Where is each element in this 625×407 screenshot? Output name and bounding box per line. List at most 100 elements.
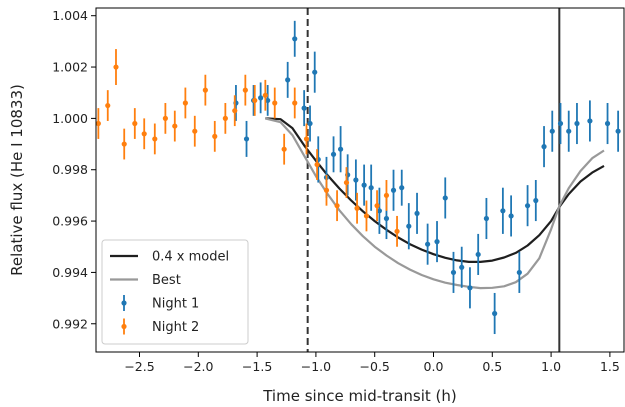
- data-point-night-2: [394, 228, 400, 234]
- data-point-night-2: [172, 123, 178, 129]
- data-point-night-2: [363, 213, 370, 219]
- data-point-night-2: [343, 179, 350, 186]
- legend-swatch-night-1: [121, 300, 127, 306]
- plot-frame: [95, 7, 625, 353]
- data-point-night-1: [508, 213, 514, 219]
- data-point-night-1: [425, 241, 431, 247]
- legend-label-night-2: Night 2: [152, 320, 199, 335]
- legend-label-night-1: Night 1: [152, 297, 199, 312]
- data-point-night-2: [162, 115, 168, 121]
- data-point-night-1: [442, 195, 448, 201]
- x-axis-ticks: −2.5 −2.0 −1.5 −1.0 −0.5 0.0 0.5 1.0 1.5: [124, 352, 620, 374]
- x-tick-label: −0.5: [360, 359, 390, 374]
- x-tick-label: 1.5: [600, 359, 620, 374]
- data-point-night-1: [604, 120, 611, 127]
- data-point-night-1: [243, 136, 250, 142]
- data-point-night-1: [524, 203, 531, 209]
- data-point-night-2: [252, 97, 258, 104]
- data-point-night-1: [406, 223, 412, 229]
- data-point-night-1: [533, 197, 539, 204]
- data-point-night-2: [303, 136, 310, 142]
- y-tick-label: 0.994: [52, 265, 88, 280]
- data-point-night-2: [272, 100, 278, 106]
- data-point-night-1: [450, 269, 457, 276]
- data-point-night-1: [337, 146, 344, 152]
- legend-box: [101, 239, 249, 345]
- data-point-night-2: [113, 64, 119, 70]
- data-point-night-1: [500, 208, 506, 214]
- data-point-night-2: [192, 128, 198, 134]
- data-point-night-2: [222, 115, 228, 121]
- x-tick-label: 0.5: [482, 359, 502, 374]
- data-point-night-1: [353, 177, 359, 183]
- legend: 0.4 x model Best Night 1 Night 2: [101, 239, 249, 345]
- data-point-night-1: [587, 118, 593, 124]
- data-point-night-1: [516, 269, 522, 276]
- data-point-night-1: [301, 105, 307, 111]
- data-point-night-2: [314, 161, 320, 168]
- data-point-night-1: [574, 120, 580, 127]
- data-point-night-1: [285, 77, 291, 83]
- data-point-night-2: [281, 146, 287, 152]
- legend-label-0-4-x-model: 0.4 x model: [152, 250, 229, 265]
- data-point-night-1: [557, 120, 564, 127]
- x-tick-label: −1.0: [301, 359, 331, 374]
- data-point-night-2: [202, 87, 208, 93]
- y-axis-ticks: 0.992 0.994 0.996 0.998 1.000 1.002 1.004: [52, 8, 96, 331]
- data-point-night-2: [262, 92, 268, 98]
- y-axis-label: Relative flux (He I 10833): [8, 84, 26, 276]
- data-point-night-1: [312, 69, 318, 75]
- data-point-night-2: [232, 108, 238, 114]
- data-point-night-1: [615, 128, 621, 134]
- data-point-night-2: [132, 120, 138, 127]
- data-point-night-2: [95, 120, 101, 127]
- data-point-night-2: [374, 203, 380, 209]
- data-point-night-1: [258, 95, 264, 101]
- data-point-night-1: [541, 144, 547, 150]
- data-point-night-2: [242, 87, 248, 93]
- data-point-night-1: [265, 97, 271, 104]
- y-tick-label: 0.992: [52, 316, 88, 331]
- data-point-night-2: [354, 205, 360, 211]
- data-point-night-1: [483, 215, 490, 222]
- data-point-night-2: [105, 102, 111, 109]
- data-point-night-1: [307, 120, 313, 127]
- data-point-night-1: [292, 36, 298, 42]
- legend-swatch-night-2: [121, 323, 127, 330]
- reference-lines: [306, 8, 561, 352]
- data-point-night-2: [141, 131, 147, 137]
- data-point-night-1: [475, 251, 481, 258]
- data-point-night-2: [334, 203, 340, 209]
- data-point-night-1: [492, 310, 498, 317]
- x-tick-label: 0.0: [424, 359, 444, 374]
- data-point-night-2: [323, 187, 330, 193]
- x-tick-label: −2.5: [124, 359, 154, 374]
- data-point-night-2: [182, 100, 188, 106]
- x-tick-label: −1.5: [242, 359, 272, 374]
- legend-label-best: Best: [152, 273, 181, 288]
- data-point-night-1: [361, 182, 367, 188]
- data-point-night-1: [434, 239, 440, 245]
- y-tick-label: 0.996: [52, 214, 88, 229]
- data-point-night-1: [549, 128, 555, 134]
- data-point-night-2: [383, 192, 390, 199]
- data-point-night-1: [376, 208, 383, 214]
- data-points: [95, 20, 621, 335]
- data-point-night-1: [390, 187, 397, 193]
- x-tick-label: 1.0: [541, 359, 561, 374]
- data-point-night-1: [414, 210, 420, 216]
- data-point-night-1: [467, 285, 473, 291]
- y-tick-label: 1.000: [52, 111, 88, 126]
- data-point-night-2: [121, 141, 127, 147]
- data-point-night-2: [152, 136, 158, 142]
- x-tick-label: −2.0: [183, 359, 213, 374]
- y-tick-label: 1.004: [52, 8, 88, 23]
- data-point-night-1: [368, 185, 374, 191]
- data-point-night-2: [212, 133, 218, 139]
- data-point-night-1: [566, 128, 572, 134]
- data-point-night-1: [399, 185, 405, 191]
- data-point-night-1: [383, 215, 390, 222]
- data-point-night-1: [459, 264, 465, 270]
